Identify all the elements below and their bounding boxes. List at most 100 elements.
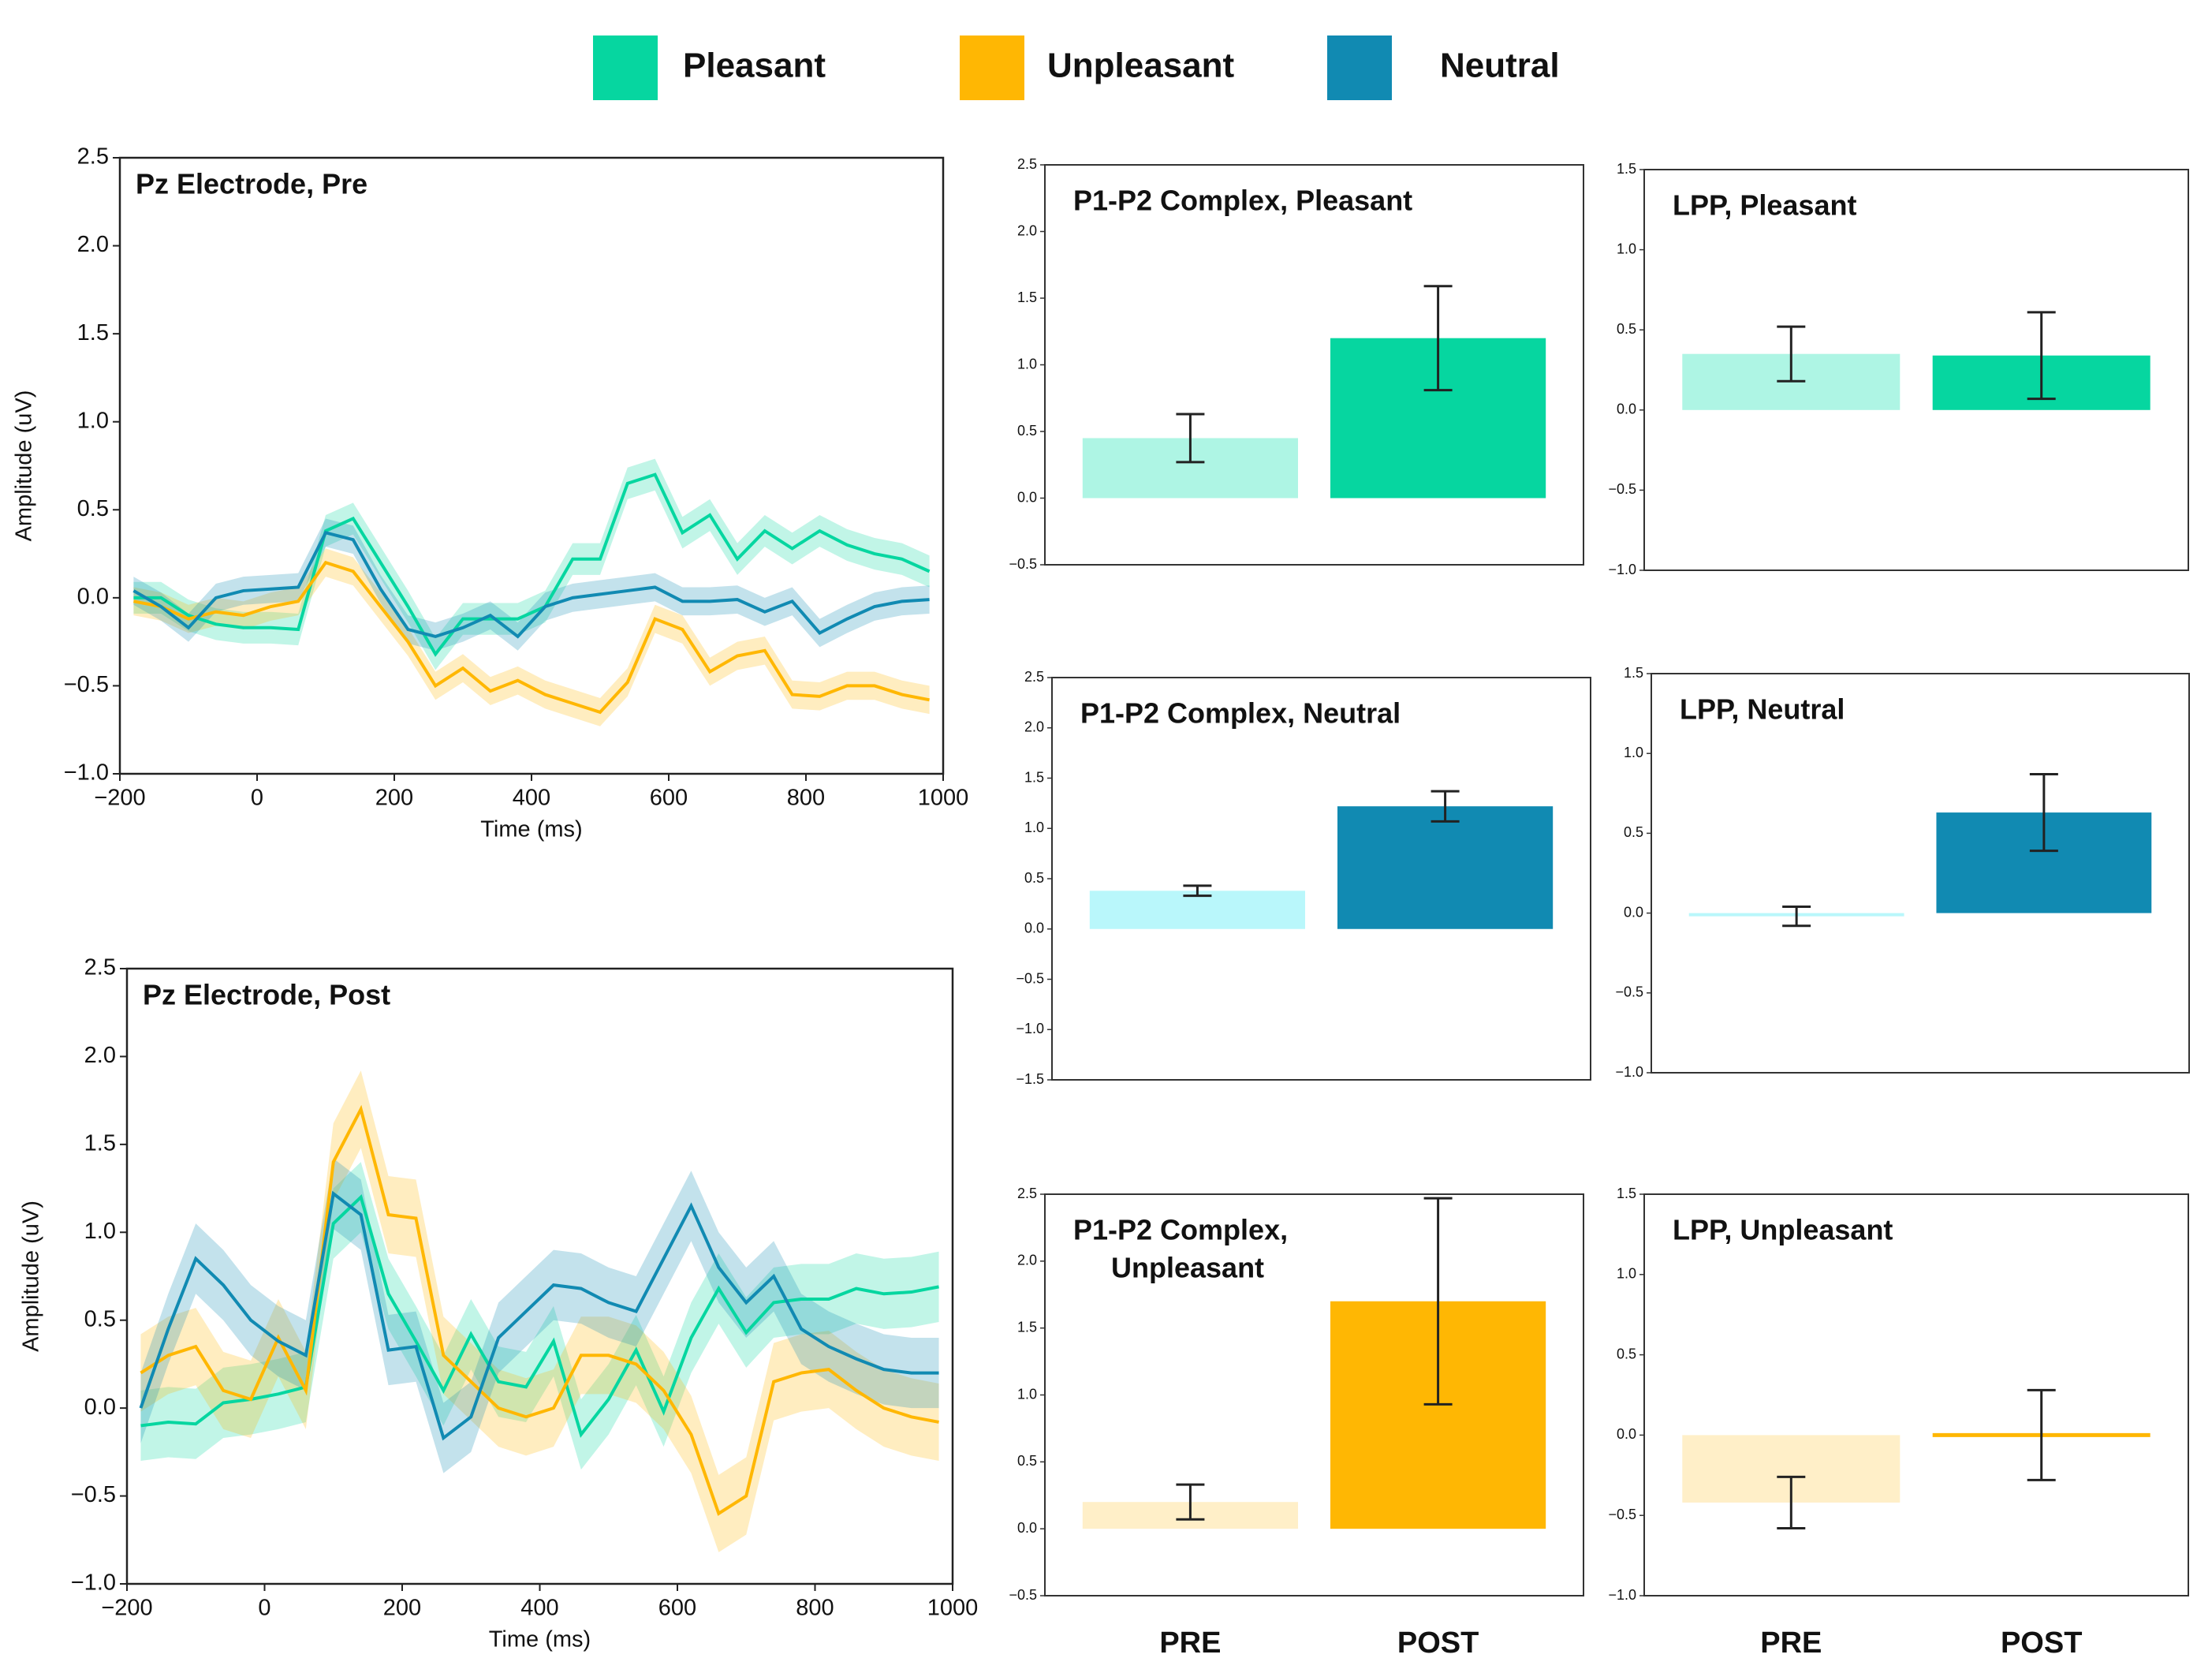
y-tick-label: 1.0: [1017, 356, 1037, 372]
chart-title: P1-P2 Complex, Neutral: [1080, 697, 1401, 730]
y-tick-label: −0.5: [1016, 970, 1044, 986]
line-chart: −1.0 −0.5 0.0 0.5 1.0 1.5 2.0 2.5 −200 0 200 400 600…: [12, 144, 969, 842]
y-tick-label: 0.5: [77, 496, 109, 521]
y-tick-label: 0.5: [1017, 423, 1037, 439]
y-tick-label: −1.5: [1016, 1071, 1044, 1087]
y-tick-label: 0.5: [1617, 321, 1636, 337]
y-tick-label: 2.0: [1017, 1253, 1037, 1268]
bar-chart: −1.0 −0.5 0.0 0.5 1.0 1.5 LPP, Neutral: [1615, 665, 2190, 1080]
y-tick-label: 2.5: [1017, 1186, 1037, 1201]
x-tick-label: 600: [658, 1596, 696, 1621]
y-tick-label: −0.5: [1615, 984, 1643, 1000]
axes-frame: [1643, 169, 2189, 571]
legend-label: Unpleasant: [1047, 47, 1235, 85]
x-axis-label: Time (ms): [489, 1627, 591, 1652]
bar-chart: PRE POST −0.5 0.0 0.5 1.0 1.5 2.0 2.5 P1-P2 Compl…: [1009, 1186, 1584, 1660]
chart-title: P1-P2 Complex,: [1073, 1214, 1288, 1246]
y-tick-label: 1.0: [1624, 745, 1643, 760]
chart-title: LPP, Neutral: [1680, 693, 1845, 726]
axes-frame: [1651, 673, 2190, 1074]
y-tick-label: 1.5: [84, 1131, 116, 1156]
x-tick-label: 800: [787, 786, 825, 811]
y-tick-label: 0.0: [1017, 489, 1037, 505]
x-tick-label: 0: [251, 786, 263, 811]
bar-chart: −1.0 −0.5 0.0 0.5 1.0 1.5 LPP, Pleasant: [1608, 161, 2189, 577]
x-tick-label: −200: [94, 786, 145, 811]
x-tick-label: 400: [520, 1596, 558, 1621]
legend-label: Pleasant: [683, 47, 826, 85]
y-tick-label: −1.0: [1608, 562, 1636, 577]
y-tick-label: 1.5: [1017, 289, 1037, 305]
series-line: [133, 560, 930, 715]
x-tick-label: 800: [796, 1596, 834, 1621]
x-tick-label: 200: [383, 1596, 421, 1621]
chart-title: Unpleasant: [1111, 1252, 1264, 1284]
y-tick-label: −1.0: [1608, 1587, 1636, 1603]
bar-chart: −1.5 −1.0 −0.5 0.0 0.5 1.0 1.5 2.0 2.5 P1-P2 Comp…: [1016, 669, 1591, 1087]
bar: [1337, 806, 1554, 929]
x-category-label: POST: [1397, 1626, 1479, 1660]
y-tick-label: 0.5: [1024, 870, 1044, 886]
chart-title: LPP, Unpleasant: [1673, 1214, 1893, 1246]
y-tick-label: 2.5: [1017, 156, 1037, 172]
x-tick-label: 1000: [927, 1596, 979, 1621]
y-tick-label: −1.0: [64, 760, 109, 786]
x-tick-label: 1000: [918, 786, 969, 811]
series-line: [132, 530, 930, 639]
y-axis-label: Amplitude (uV): [12, 390, 37, 542]
confidence-band: [133, 518, 930, 651]
chart-title: P1-P2 Complex, Pleasant: [1073, 185, 1412, 217]
y-tick-label: 0.0: [1017, 1520, 1037, 1536]
y-tick-label: −1.0: [1016, 1021, 1044, 1036]
y-tick-label: −0.5: [1009, 556, 1037, 572]
y-tick-label: 1.0: [1024, 820, 1044, 835]
confidence-band: [133, 548, 930, 726]
y-tick-label: −0.5: [1009, 1587, 1037, 1603]
y-tick-label: −0.5: [1608, 1507, 1636, 1522]
legend-swatch: [593, 35, 658, 100]
y-tick-label: 1.5: [1024, 769, 1044, 785]
x-category-label: PRE: [1159, 1626, 1221, 1660]
y-tick-label: 0.5: [1624, 824, 1643, 840]
x-tick-label: 0: [258, 1596, 270, 1621]
bar-chart: PRE POST −1.0 −0.5 0.0 0.5 1.0 1.5 LPP, Unpleasa…: [1608, 1186, 2189, 1660]
y-tick-label: 1.0: [1617, 241, 1636, 256]
y-tick-label: 0.5: [1017, 1453, 1037, 1469]
y-tick-label: 0.0: [1624, 904, 1643, 920]
y-tick-label: 2.5: [84, 955, 116, 980]
bar: [1089, 891, 1306, 929]
y-tick-label: 1.5: [1617, 161, 1636, 177]
chart-title: Pz Electrode, Pre: [136, 168, 367, 200]
y-tick-label: 0.0: [1617, 401, 1636, 417]
legend-label: Neutral: [1440, 47, 1560, 85]
chart-title: Pz Electrode, Post: [143, 979, 390, 1011]
y-tick-label: 0.5: [1617, 1346, 1636, 1361]
y-tick-label: −0.5: [71, 1482, 116, 1507]
series-line: [140, 1104, 939, 1516]
legend-swatch: [1327, 35, 1392, 100]
y-tick-label: 1.0: [1017, 1386, 1037, 1402]
y-tick-label: 0.0: [1617, 1426, 1636, 1442]
axes-frame: [1643, 1193, 2189, 1596]
y-tick-label: 2.0: [84, 1043, 116, 1068]
series-line: [133, 472, 931, 657]
y-tick-label: 1.0: [77, 408, 109, 433]
legend-swatch: [960, 35, 1024, 100]
y-tick-label: 0.0: [1024, 921, 1044, 936]
y-tick-label: 1.0: [1617, 1266, 1636, 1282]
y-tick-label: 0.5: [84, 1306, 116, 1331]
y-tick-label: 2.0: [77, 232, 109, 257]
y-tick-label: −1.0: [1615, 1064, 1643, 1080]
confidence-band: [133, 458, 930, 670]
y-tick-label: −0.5: [64, 672, 109, 697]
x-axis-label: Time (ms): [480, 817, 582, 842]
y-axis-label: Amplitude (uV): [19, 1201, 44, 1352]
x-tick-label: 600: [650, 786, 688, 811]
y-tick-label: 0.0: [84, 1395, 116, 1420]
series-line: [140, 1193, 939, 1438]
x-category-label: PRE: [1760, 1626, 1822, 1660]
y-tick-label: 2.0: [1024, 719, 1044, 735]
y-tick-label: 1.5: [1617, 1186, 1636, 1201]
